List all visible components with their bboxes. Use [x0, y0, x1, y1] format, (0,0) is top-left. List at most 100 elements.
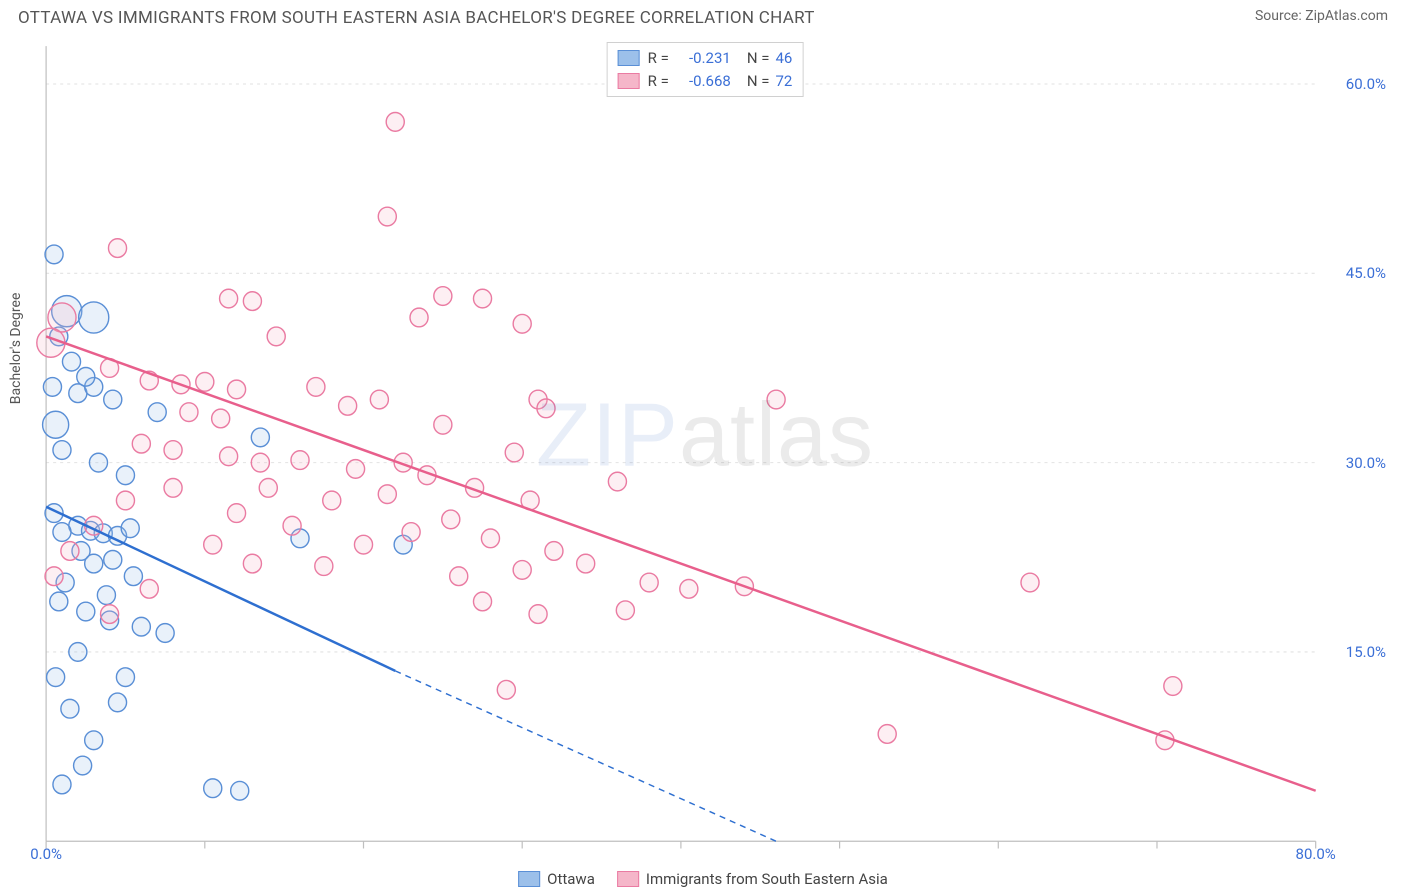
data-point [577, 554, 595, 573]
legend-item-immigrants: Immigrants from South Eastern Asia [617, 870, 888, 888]
data-point [53, 441, 71, 460]
y-tick-label: 45.0% [1346, 264, 1388, 282]
data-point [354, 535, 372, 554]
swatch-immigrants [617, 871, 639, 887]
data-point [77, 602, 95, 621]
data-point [315, 557, 333, 576]
data-point [204, 779, 222, 798]
data-point [97, 586, 115, 605]
data-point [545, 542, 563, 561]
data-point [196, 373, 214, 392]
data-point [259, 479, 277, 498]
data-point [616, 601, 634, 620]
data-point [283, 516, 301, 535]
data-point [243, 554, 261, 573]
data-point [347, 460, 365, 479]
legend-row-immigrants: R = -0.668 N = 72 [618, 70, 793, 93]
data-point [323, 491, 341, 510]
data-point [243, 292, 261, 311]
x-tick-label: 80.0% [1296, 845, 1336, 884]
data-point [481, 529, 499, 548]
data-point [62, 352, 80, 371]
data-point [608, 472, 626, 491]
data-point [85, 731, 103, 750]
data-point [108, 239, 126, 258]
data-point [497, 680, 515, 699]
data-point [231, 781, 249, 800]
data-point [164, 479, 182, 498]
data-point [45, 245, 63, 264]
swatch-ottawa [518, 871, 540, 887]
data-point [267, 327, 285, 346]
swatch-immigrants [618, 73, 640, 89]
data-point [473, 289, 491, 308]
series-legend: Ottawa Immigrants from South Eastern Asi… [518, 870, 888, 888]
data-point [180, 403, 198, 422]
data-point [450, 567, 468, 586]
chart-title: OTTAWA VS IMMIGRANTS FROM SOUTH EASTERN … [18, 8, 815, 28]
data-point [132, 617, 150, 636]
data-point [108, 693, 126, 712]
r-value-immigrants: -0.668 [675, 70, 731, 93]
data-point [132, 434, 150, 453]
data-point [339, 396, 357, 415]
data-point [156, 624, 174, 643]
y-axis-label: Bachelor's Degree [8, 293, 24, 405]
data-point [513, 314, 531, 333]
legend-item-ottawa: Ottawa [518, 870, 595, 888]
data-point [442, 510, 460, 529]
data-point [220, 447, 238, 466]
data-point [434, 415, 452, 434]
data-point [69, 643, 87, 662]
data-point [228, 504, 246, 523]
data-point [121, 519, 139, 538]
data-point [164, 441, 182, 460]
data-point [148, 403, 166, 422]
n-value-immigrants: 72 [775, 70, 792, 93]
legend-row-ottawa: R = -0.231 N = 46 [618, 47, 793, 70]
r-label: R = [648, 70, 669, 93]
data-point [43, 378, 61, 397]
data-point [370, 390, 388, 409]
data-point [767, 390, 785, 409]
data-point [74, 756, 92, 775]
data-point [77, 367, 95, 386]
data-point [50, 592, 68, 611]
data-point [220, 289, 238, 308]
legend-label-immigrants: Immigrants from South Eastern Asia [646, 870, 888, 888]
data-point [505, 443, 523, 462]
data-point [116, 668, 134, 687]
source-link[interactable]: ZipAtlas.com [1305, 8, 1388, 24]
scatter-chart [22, 42, 1388, 862]
data-point [228, 380, 246, 399]
y-tick-label: 60.0% [1346, 75, 1388, 93]
data-point [251, 453, 269, 472]
data-point [513, 561, 531, 580]
legend-label-ottawa: Ottawa [547, 870, 595, 888]
data-point [212, 409, 230, 428]
source-prefix: Source: [1255, 8, 1305, 24]
data-point [89, 453, 107, 472]
data-point [307, 378, 325, 397]
data-point [251, 428, 269, 447]
data-point [378, 207, 396, 226]
header: OTTAWA VS IMMIGRANTS FROM SOUTH EASTERN … [0, 0, 1406, 28]
data-point [140, 579, 158, 598]
data-point [61, 542, 79, 561]
data-point [204, 535, 222, 554]
data-point [104, 390, 122, 409]
data-point [104, 550, 122, 569]
data-point [53, 523, 71, 542]
data-point [680, 579, 698, 598]
data-point [53, 775, 71, 794]
data-point [473, 592, 491, 611]
n-label: N = [747, 47, 770, 70]
data-point [116, 491, 134, 510]
n-value-ottawa: 46 [775, 47, 792, 70]
data-point [124, 567, 142, 586]
y-tick-label: 15.0% [1346, 643, 1388, 661]
data-point [116, 466, 134, 485]
r-label: R = [648, 47, 669, 70]
r-value-ottawa: -0.231 [675, 47, 731, 70]
chart-container: Bachelor's Degree ZIPatlas R = -0.231 N … [22, 42, 1388, 862]
